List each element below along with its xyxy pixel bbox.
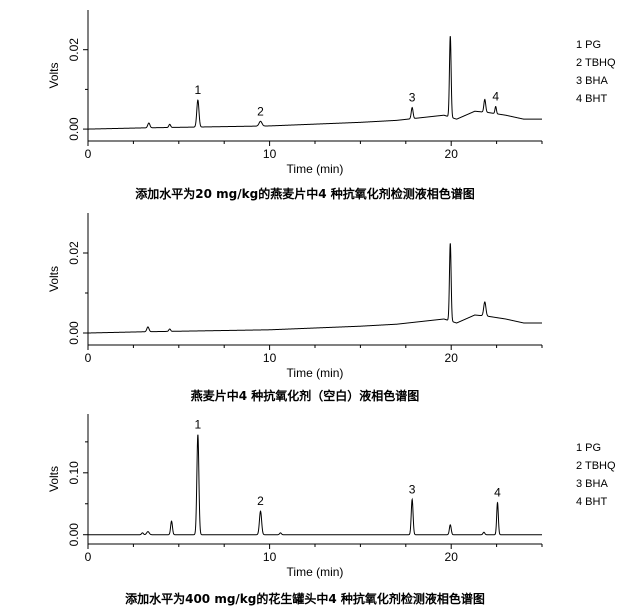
y-tick-label: 0.02: [67, 241, 81, 265]
x-tick-label: 20: [445, 550, 459, 564]
chart-panel-2: 0 10 20 0.00 0.02 Time (min) Volts 燕麦片中4 种抗氧化剂（…: [47, 213, 543, 403]
peak-label: 3: [409, 91, 416, 105]
x-tick-label: 10: [263, 550, 277, 564]
x-tick-label: 20: [445, 351, 459, 365]
peak-label: 2: [257, 494, 264, 508]
legend-panel-1: 1 PG 2 TBHQ 3 BHA 4 BHT: [576, 36, 616, 108]
chart-caption: 燕麦片中4 种抗氧化剂（空白）液相色谱图: [191, 388, 420, 403]
y-tick-label: 0.00: [67, 117, 81, 141]
x-tick-label: 20: [445, 147, 459, 161]
peak-label: 1: [195, 417, 202, 431]
legend-item-bha: 3 BHA: [576, 75, 608, 87]
y-tick-label: 0.10: [67, 461, 81, 485]
chart-panel-1: 0 10 20 0.00 0.02 Time (min) Volts 1 2 3 4 添加水平为20 …: [47, 10, 543, 201]
legend-panel-3: 1 PG 2 TBHQ 3 BHA 4 BHT: [576, 439, 616, 511]
legend-item-bht: 4 BHT: [576, 93, 608, 105]
x-tick-label: 10: [263, 351, 277, 365]
legend-item-tbhq: 2 TBHQ: [576, 460, 616, 472]
y-axis-label: Volts: [47, 266, 61, 292]
legend-item-tbhq: 2 TBHQ: [576, 57, 616, 69]
signal-trace: [88, 243, 542, 334]
peak-label: 4: [494, 486, 501, 500]
x-tick-label: 0: [85, 147, 92, 161]
x-tick-label: 0: [85, 550, 92, 564]
x-tick-label: 0: [85, 351, 92, 365]
peak-label: 4: [492, 90, 499, 104]
y-tick-label: 0.00: [67, 523, 81, 547]
signal-trace: [88, 434, 542, 536]
legend-item-bht: 4 BHT: [576, 496, 608, 508]
y-axis-label: Volts: [47, 62, 61, 88]
peak-label: 2: [257, 104, 264, 118]
chart-caption: 添加水平为400 mg/kg的花生罐头中4 种抗氧化剂检测液相色谱图: [125, 591, 485, 606]
y-tick-label: 0.02: [67, 38, 81, 62]
legend-item-bha: 3 BHA: [576, 478, 608, 490]
chart-caption: 添加水平为20 mg/kg的燕麦片中4 种抗氧化剂检测液相色谱图: [135, 186, 474, 201]
signal-trace: [88, 36, 542, 130]
y-tick-label: 0.00: [67, 321, 81, 345]
legend-item-pg: 1 PG: [576, 442, 602, 454]
peak-label: 3: [409, 482, 416, 496]
y-axis-label: Volts: [47, 466, 61, 492]
peak-label: 1: [195, 83, 202, 97]
x-tick-label: 10: [263, 147, 277, 161]
x-axis-label: Time (min): [287, 565, 344, 579]
chart-panel-3: 0 10 20 0.00 0.10 Time (min) Volts 1 2 3 4 添加水平为400…: [47, 414, 543, 606]
x-axis-label: Time (min): [287, 162, 344, 176]
legend-item-pg: 1 PG: [576, 39, 602, 51]
x-axis-label: Time (min): [287, 366, 344, 380]
